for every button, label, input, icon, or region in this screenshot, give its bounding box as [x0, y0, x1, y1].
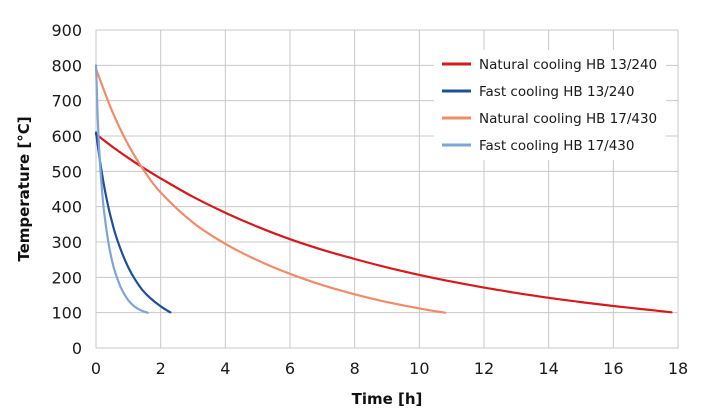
y-tick-label: 900 — [51, 21, 82, 40]
plot-area — [95, 29, 679, 349]
y-tick-label: 100 — [51, 304, 82, 323]
series-lines — [94, 64, 673, 314]
legend: Natural cooling HB 13/240 Fast cooling HB… — [434, 50, 666, 160]
legend-label-3: Natural cooling HB 17/430 — [479, 111, 657, 127]
y-tick-label: 600 — [51, 127, 82, 146]
series-line-1 — [94, 133, 673, 314]
y-tick-label: 0 — [72, 339, 82, 358]
x-tick-label: 2 — [156, 359, 166, 378]
series-line-2 — [94, 131, 172, 314]
legend-label-4: Fast cooling HB 17/430 — [479, 138, 634, 154]
x-tick-label: 6 — [285, 359, 295, 378]
x-tick-label: 18 — [668, 359, 688, 378]
x-tick-label: 16 — [603, 359, 623, 378]
series-line-3 — [94, 67, 447, 314]
y-tick-label: 400 — [51, 198, 82, 217]
tick-labels: 0 2 4 6 8 10 12 14 16 18 0 100 200 300 400 500 600 700 800… — [51, 21, 688, 378]
x-tick-label: 14 — [538, 359, 558, 378]
x-axis-title: Time [h] — [352, 390, 423, 408]
x-tick-label: 8 — [350, 359, 360, 378]
series-line-4 — [94, 64, 149, 314]
legend-label-1: Natural cooling HB 13/240 — [479, 57, 657, 73]
y-axis-title: Temperature [°C] — [15, 116, 33, 261]
y-tick-label: 500 — [51, 162, 82, 181]
legend-background — [434, 50, 666, 160]
y-tick-label: 700 — [51, 92, 82, 111]
y-tick-label: 800 — [51, 56, 82, 75]
x-tick-label: 12 — [474, 359, 494, 378]
legend-label-2: Fast cooling HB 13/240 — [479, 84, 634, 100]
x-tick-label: 4 — [220, 359, 230, 378]
x-tick-label: 10 — [409, 359, 429, 378]
x-tick-label: 0 — [91, 359, 101, 378]
y-tick-label: 200 — [51, 268, 82, 287]
y-tick-label: 300 — [51, 233, 82, 252]
